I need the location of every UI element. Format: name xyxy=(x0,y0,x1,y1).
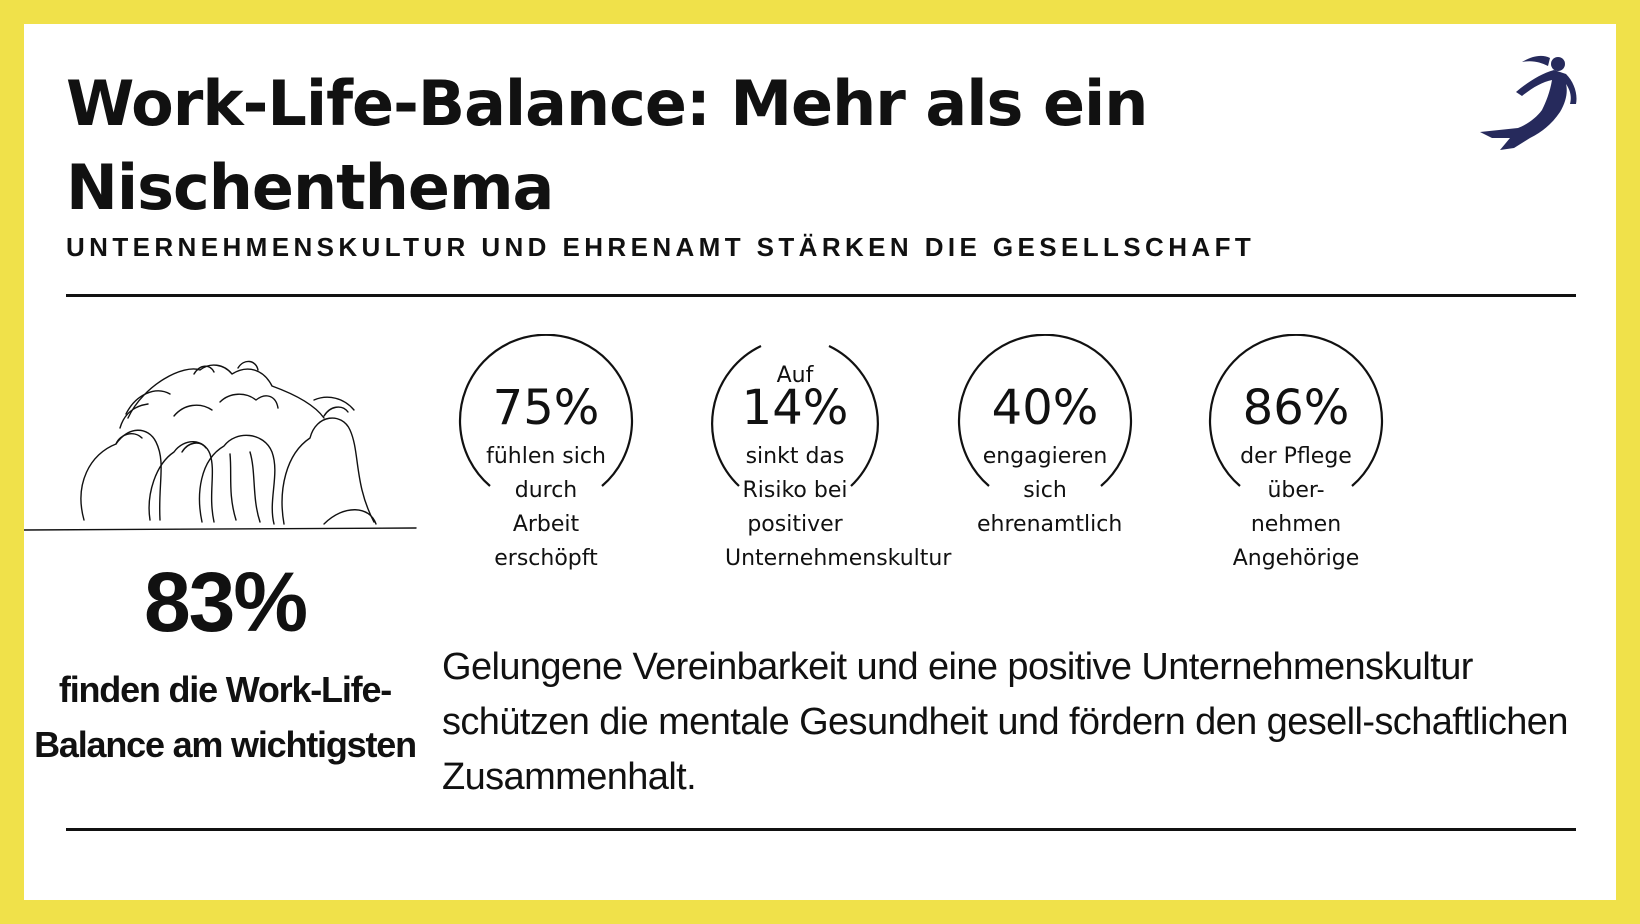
bottom-divider xyxy=(66,828,1576,831)
page-title: Work-Life-Balance: Mehr als ein Nischent… xyxy=(66,67,1148,224)
stat-item: 75% fühlen sich durch Arbeit erschöpft xyxy=(416,334,676,574)
stat-item: 40% engagieren sich ehrenamtlich xyxy=(915,334,1175,574)
people-forming-hearts-illustration-icon xyxy=(24,360,417,531)
highlight-value: 83% xyxy=(143,555,308,649)
summary-paragraph: Gelungene Vereinbarkeit und eine positiv… xyxy=(442,646,1568,798)
highlight-label: finden die Work-Life-Balance am wichtigs… xyxy=(34,669,417,765)
stat-value: 40% xyxy=(991,380,1099,436)
circle-arc-icon xyxy=(458,334,634,487)
circle-arc-icon xyxy=(711,345,879,487)
circle-arc-icon xyxy=(957,334,1133,487)
stat-description: sinkt das Risiko bei positiver Unternehm… xyxy=(725,444,952,571)
page-subtitle: UNTERNEHMENSKULTUR UND EHRENAMT STÄRKEN … xyxy=(66,232,1256,262)
stat-value: 75% xyxy=(492,380,600,436)
stat-item: Auf 14% sinkt das Risiko bei positiver U… xyxy=(665,334,952,574)
stat-description: engagieren sich ehrenamtlich xyxy=(977,444,1123,537)
top-divider xyxy=(66,294,1576,297)
stat-prefix: Auf xyxy=(776,363,814,388)
stat-description: fühlen sich durch Arbeit erschöpft xyxy=(486,444,606,571)
stat-item: 86% der Pflege über-nehmen Angehörige xyxy=(1166,334,1426,574)
superhero-woman-logo-icon xyxy=(1480,55,1577,150)
circle-arc-icon xyxy=(1208,334,1384,487)
infographic-card: Work-Life-Balance: Mehr als ein Nischent… xyxy=(24,24,1616,900)
stat-value: 86% xyxy=(1242,380,1350,436)
stat-description: der Pflege über-nehmen Angehörige xyxy=(1232,444,1360,571)
stat-value: 14% xyxy=(741,380,849,436)
